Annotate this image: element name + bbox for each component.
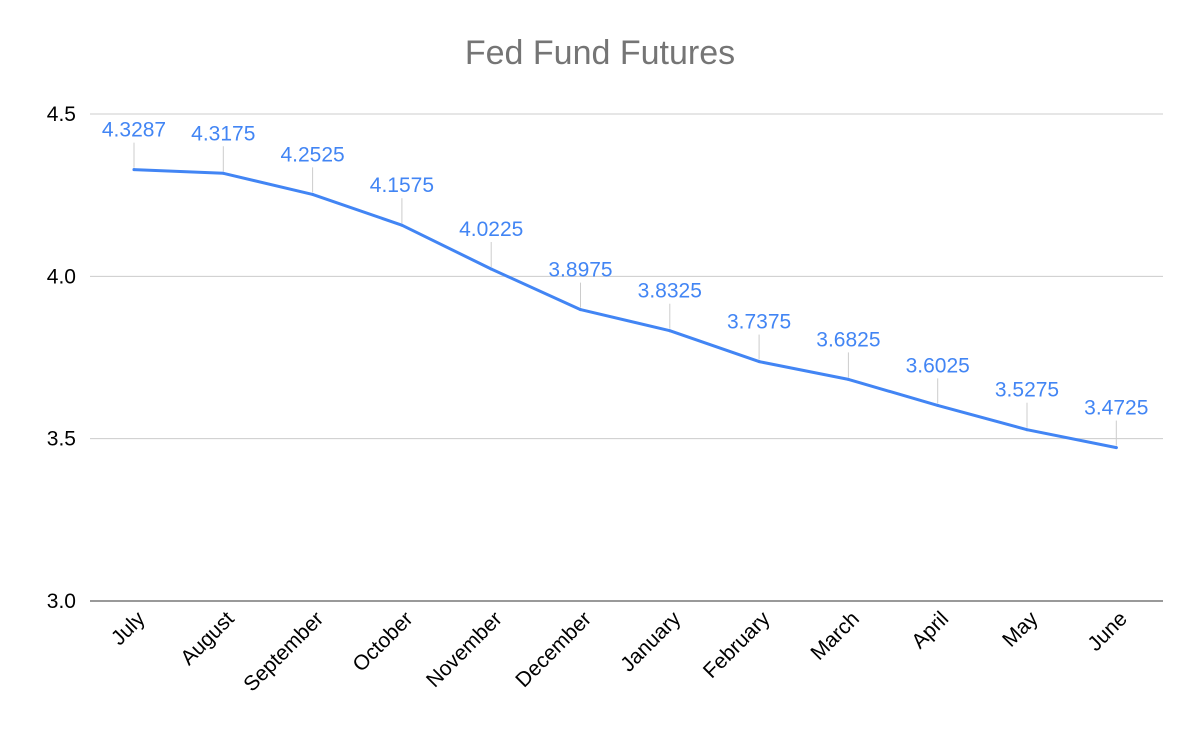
data-point <box>311 192 315 196</box>
chart-title: Fed Fund Futures <box>464 34 736 72</box>
data-point <box>1025 428 1029 432</box>
data-point <box>757 360 761 364</box>
data-point <box>489 267 493 271</box>
y-tick-label: 3.5 <box>47 428 76 451</box>
y-tick-label: 4.5 <box>47 103 76 126</box>
data-point <box>400 223 404 227</box>
y-tick-label: 4.0 <box>47 265 76 288</box>
data-label: 4.3175 <box>191 122 255 145</box>
data-label: 3.8325 <box>638 280 702 303</box>
x-tick-label: October <box>348 607 417 676</box>
data-label: 3.5275 <box>995 379 1059 402</box>
data-label: 3.6025 <box>906 354 970 377</box>
x-tick-label: December <box>511 607 596 692</box>
x-tick-label: February <box>699 607 775 683</box>
data-point <box>221 171 225 175</box>
x-tick-label: March <box>806 607 864 665</box>
data-label: 4.1575 <box>370 174 434 197</box>
x-tick-label: January <box>616 607 685 676</box>
data-label: 4.3287 <box>102 119 166 142</box>
data-point <box>132 168 136 172</box>
x-tick-label: July <box>107 607 150 650</box>
data-point <box>846 377 850 381</box>
x-tick-label: April <box>907 607 953 653</box>
data-label: 4.2525 <box>280 143 344 166</box>
data-point <box>936 403 940 407</box>
data-label: 3.4725 <box>1084 397 1148 420</box>
x-tick-label: June <box>1083 607 1131 655</box>
data-label: 3.7375 <box>727 311 791 334</box>
data-point <box>1114 446 1118 450</box>
x-tick-label: November <box>422 607 507 692</box>
y-tick-label: 3.0 <box>47 590 76 613</box>
data-point <box>668 329 672 333</box>
x-tick-label: May <box>998 607 1043 652</box>
x-tick-label: September <box>239 607 328 696</box>
x-tick-label: August <box>176 607 239 670</box>
data-label: 3.6825 <box>816 328 880 351</box>
series-line <box>132 168 1118 450</box>
data-point <box>579 308 582 312</box>
data-label: 4.0225 <box>459 218 523 241</box>
data-label: 3.8975 <box>548 259 612 282</box>
